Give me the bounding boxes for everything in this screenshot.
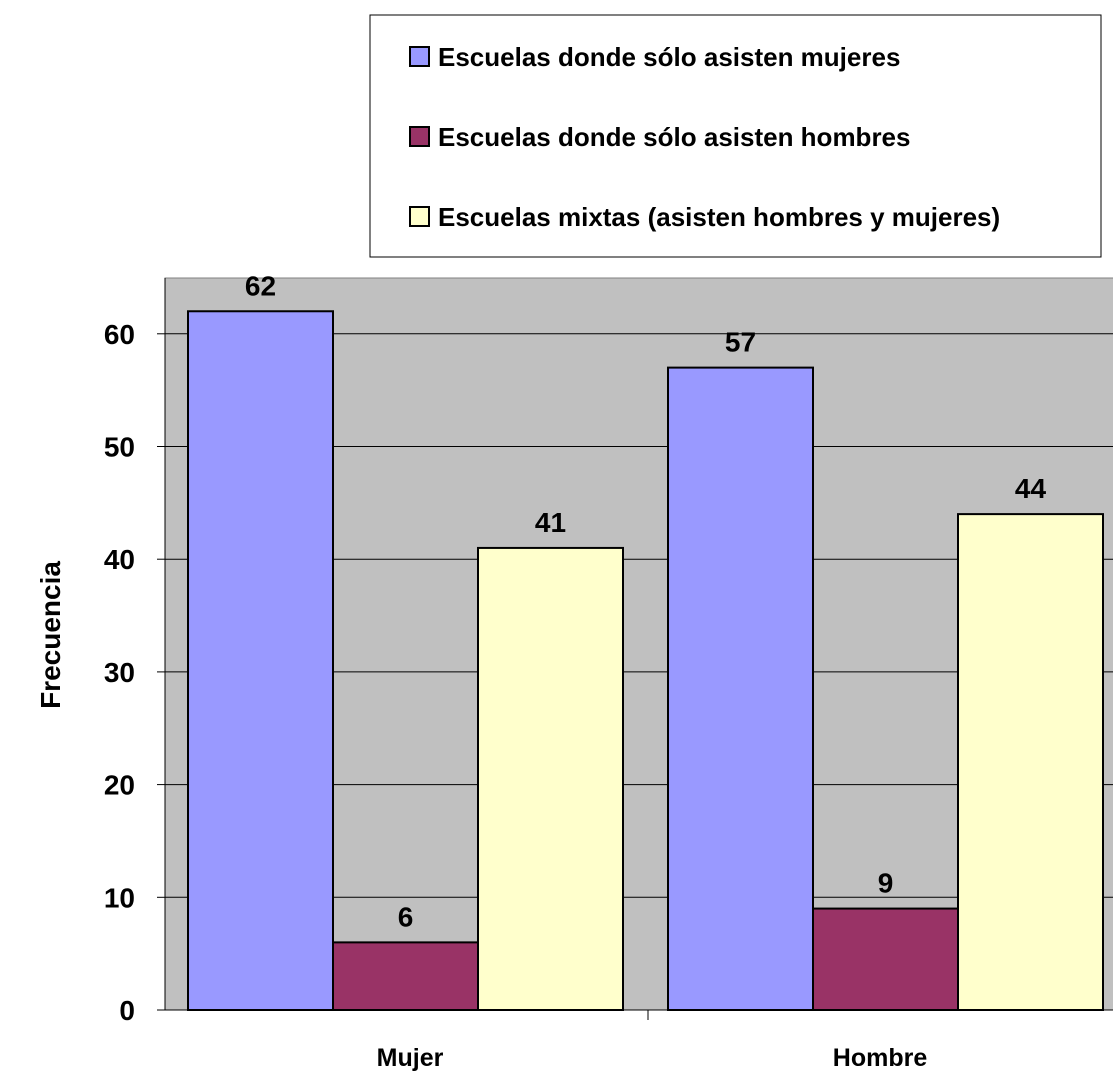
data-label: 57 bbox=[725, 327, 756, 358]
legend-entry: Escuelas donde sólo asisten hombres bbox=[438, 122, 910, 152]
y-tick-label: 40 bbox=[104, 544, 135, 575]
data-label: 6 bbox=[398, 901, 414, 932]
data-label: 9 bbox=[878, 868, 894, 899]
axes: 0 10 20 30 40 50 60 Mujer Hombre Frecuencia bbox=[35, 278, 1113, 1072]
bar bbox=[332, 941, 479, 1012]
bars bbox=[187, 310, 1104, 1012]
y-tick-label: 60 bbox=[104, 319, 135, 350]
legend-swatch bbox=[409, 126, 430, 147]
y-tick-label: 20 bbox=[104, 770, 135, 801]
bar bbox=[187, 310, 334, 1011]
bar bbox=[477, 546, 624, 1011]
legend-box bbox=[369, 14, 1102, 258]
bar bbox=[957, 513, 1104, 1011]
y-tick-label: 0 bbox=[119, 995, 135, 1026]
data-label: 44 bbox=[1015, 473, 1047, 504]
legend-swatch bbox=[409, 46, 430, 67]
y-axis-label: Frecuencia bbox=[35, 561, 66, 709]
bar bbox=[812, 907, 959, 1012]
y-tick-label: 50 bbox=[104, 432, 135, 463]
bar bbox=[667, 366, 814, 1011]
y-tick-label: 10 bbox=[104, 882, 135, 913]
data-label: 62 bbox=[245, 270, 276, 301]
legend-entry: Escuelas donde sólo asisten mujeres bbox=[438, 42, 900, 72]
x-tick-label: Mujer bbox=[377, 1044, 444, 1072]
data-labels: 62 57 6 9 41 44 bbox=[245, 270, 1047, 932]
legend-swatch bbox=[409, 206, 430, 227]
y-tick-label: 30 bbox=[104, 657, 135, 688]
x-tick-label: Hombre bbox=[833, 1044, 928, 1072]
legend: Escuelas donde sólo asisten mujeres Escue… bbox=[369, 14, 1102, 258]
legend-entry: Escuelas mixtas (asisten hombres y mujer… bbox=[438, 202, 1000, 232]
data-label: 41 bbox=[535, 507, 566, 538]
